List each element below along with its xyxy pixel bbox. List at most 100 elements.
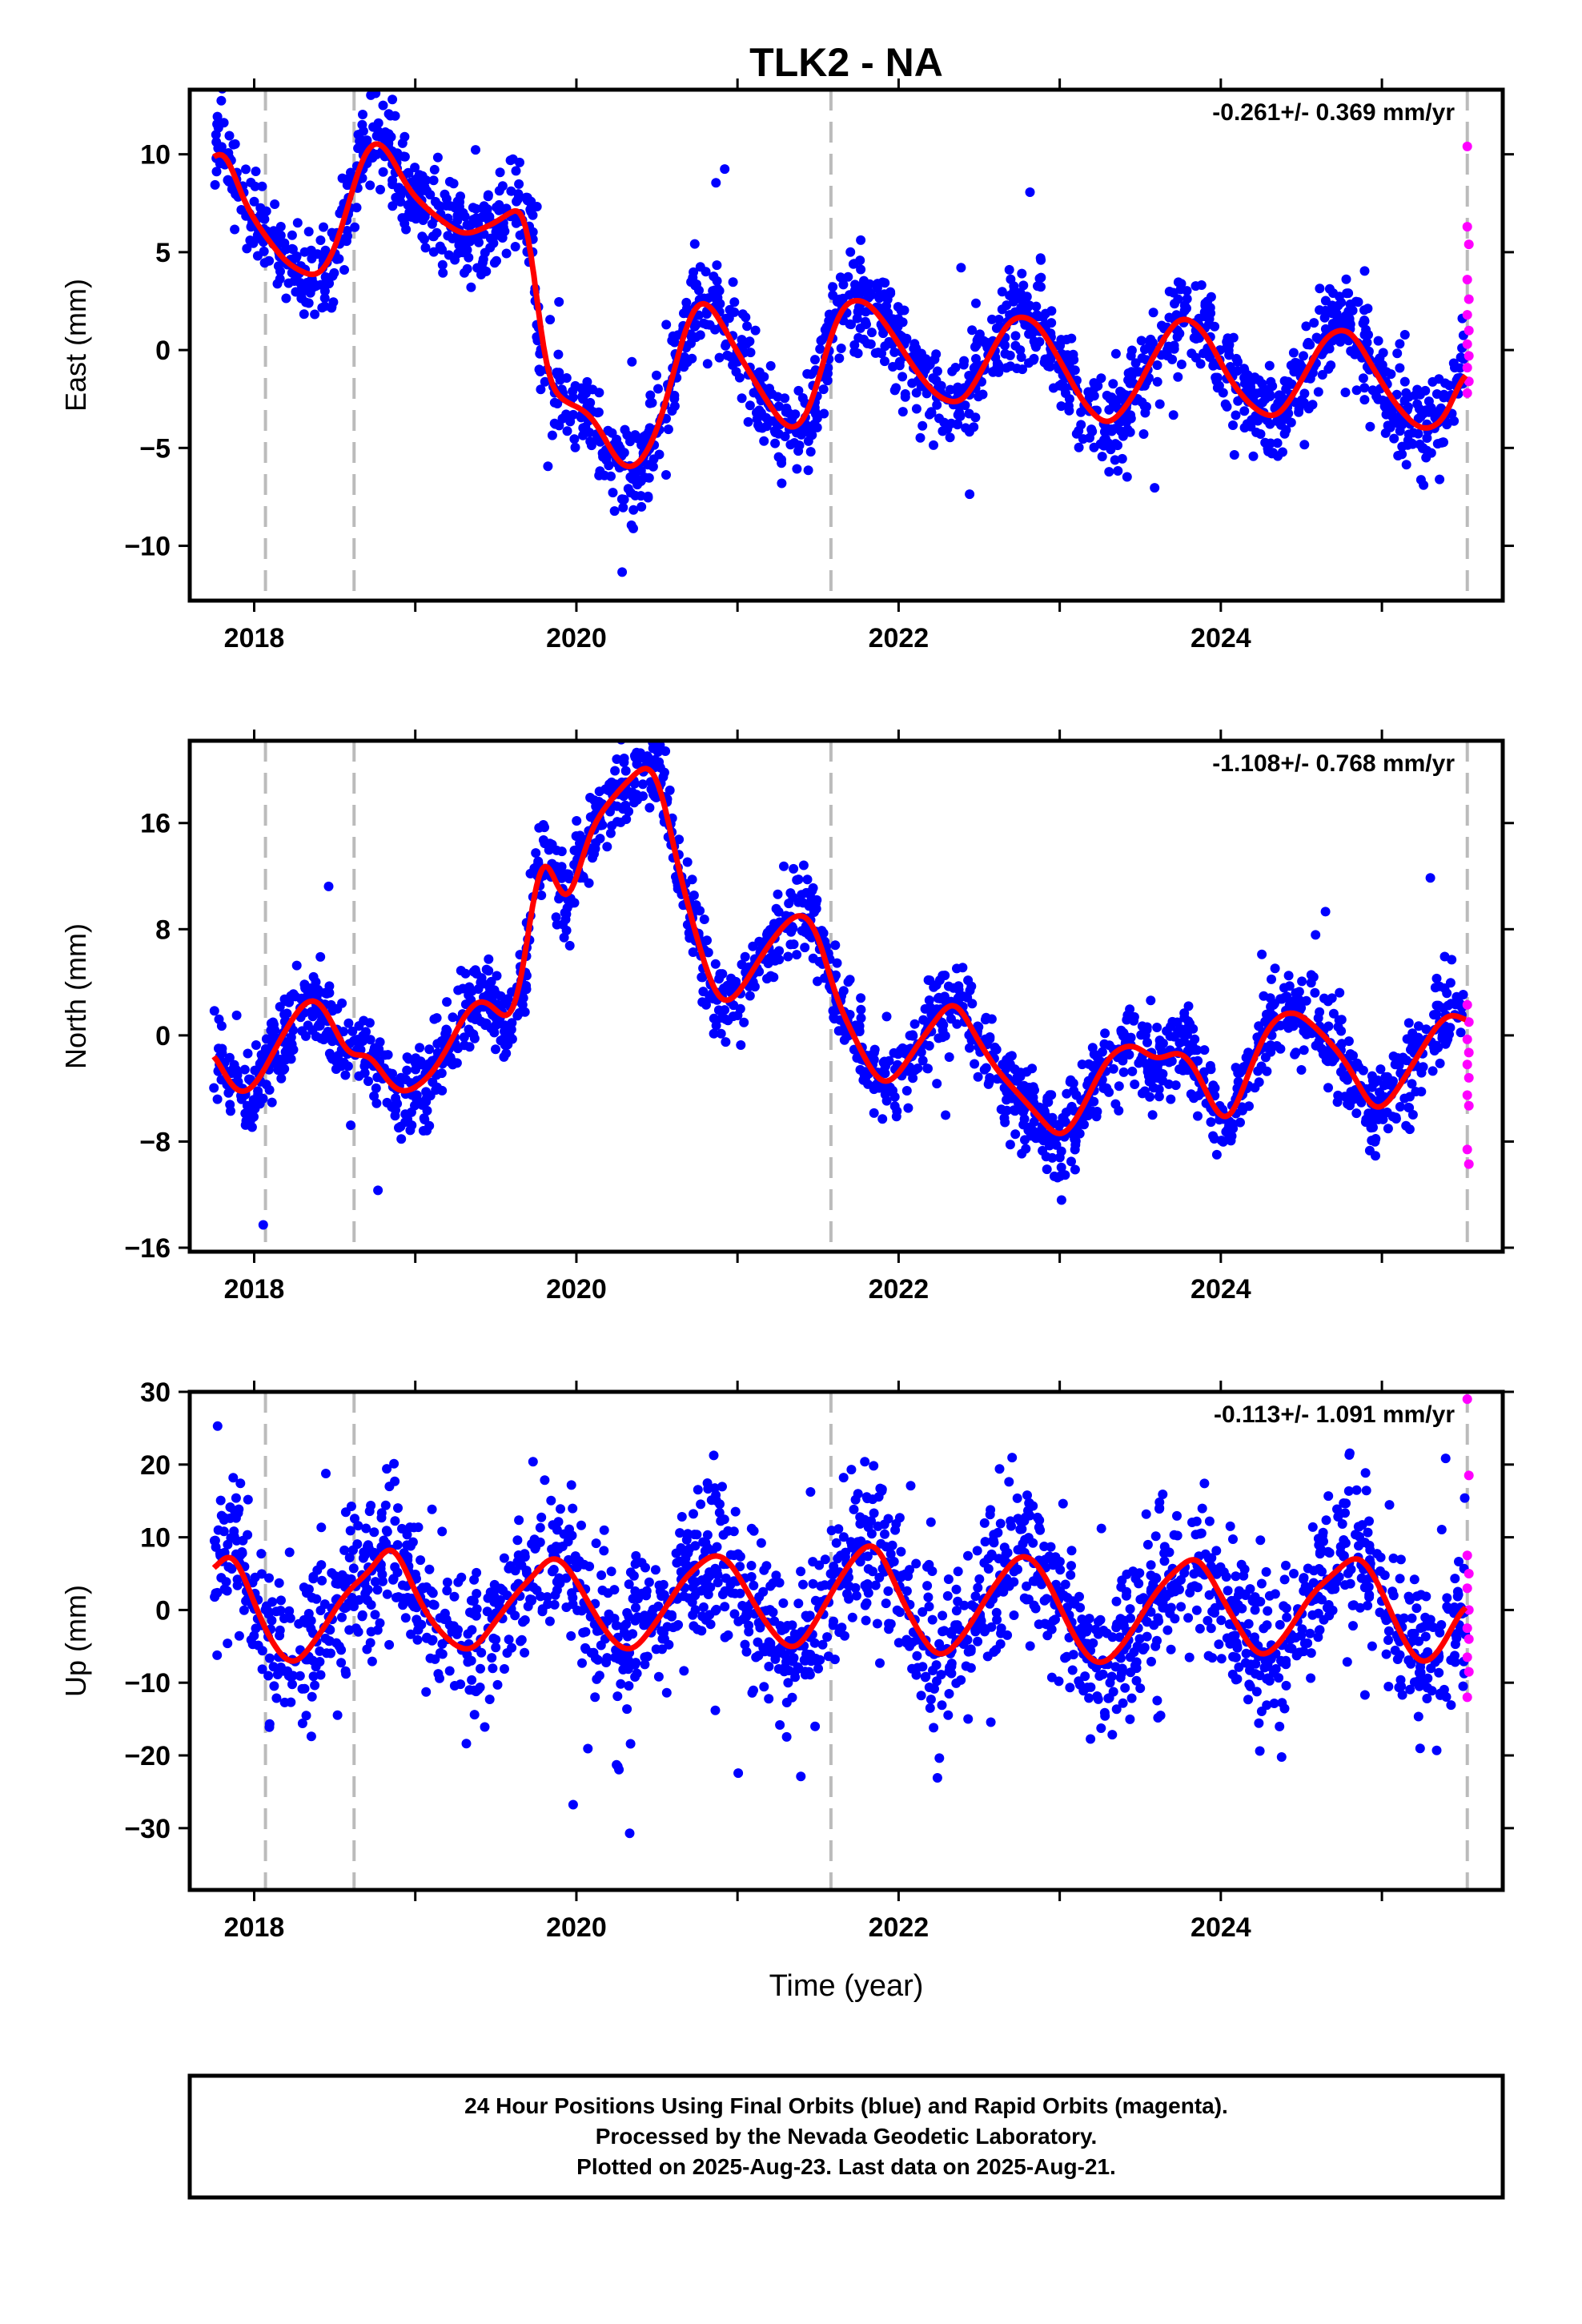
data-point-final: [737, 393, 747, 404]
data-point-final: [302, 278, 312, 287]
data-point-final: [1016, 303, 1026, 313]
data-point-final: [903, 1103, 913, 1113]
data-point-final: [1439, 951, 1450, 962]
data-point-final: [1172, 1510, 1182, 1521]
data-point-final: [644, 1577, 654, 1587]
data-point-final: [1361, 324, 1371, 335]
data-point-final: [210, 179, 220, 190]
data-point-final: [1039, 1542, 1050, 1551]
data-point-final: [315, 235, 326, 245]
data-point-final: [1224, 350, 1235, 360]
data-point-final: [1333, 300, 1343, 311]
data-point-final: [643, 493, 653, 503]
data-point-final: [847, 1612, 857, 1622]
data-point-final: [1106, 426, 1117, 436]
data-point-final: [1078, 434, 1088, 444]
data-point-rapid: [1464, 351, 1474, 361]
data-point-final: [1455, 363, 1465, 373]
data-point-final: [994, 367, 1004, 377]
data-point-final: [514, 179, 524, 189]
data-point-final: [1122, 1015, 1132, 1025]
data-point-final: [1170, 299, 1179, 309]
data-point-final: [1351, 385, 1362, 396]
data-point-final: [939, 1626, 950, 1636]
data-point-final: [340, 1070, 351, 1080]
data-point-final: [1176, 360, 1186, 369]
data-point-final: [931, 980, 942, 990]
data-point-final: [879, 289, 889, 300]
data-point-final: [742, 321, 753, 332]
data-point-final: [577, 1658, 587, 1668]
y-axis-label: North (mm): [59, 923, 92, 1069]
data-point-final: [934, 1753, 945, 1763]
data-point-final: [850, 1494, 861, 1505]
data-point-final: [401, 224, 412, 235]
data-point-final: [907, 378, 917, 388]
data-point-final: [536, 891, 547, 900]
data-point-final: [897, 407, 908, 417]
data-point-final: [697, 997, 708, 1007]
data-point-final: [1254, 1021, 1264, 1031]
data-point-final: [971, 298, 981, 308]
data-point-final: [973, 1636, 983, 1647]
data-point-final: [316, 1033, 326, 1043]
data-point-final: [1136, 1055, 1146, 1065]
data-point-final: [769, 426, 780, 436]
data-point-final: [1351, 1108, 1362, 1119]
data-point-final: [424, 1044, 435, 1055]
data-point-final: [417, 171, 428, 181]
data-point-final: [870, 348, 881, 358]
data-point-final: [1129, 1015, 1139, 1026]
data-point-final: [1436, 1620, 1447, 1630]
data-point-final: [1140, 1086, 1150, 1096]
data-point-final: [1211, 372, 1221, 383]
data-point-final: [239, 1064, 250, 1075]
data-point-final: [713, 1005, 724, 1015]
data-point-final: [765, 384, 774, 394]
data-point-final: [393, 183, 404, 194]
data-point-final: [720, 164, 730, 175]
data-point-final: [512, 1011, 523, 1021]
data-point-final: [1431, 973, 1442, 983]
data-point-final: [257, 1664, 267, 1675]
data-point-final: [367, 1656, 377, 1667]
data-point-final: [365, 1035, 375, 1045]
data-point-final: [287, 230, 297, 240]
data-point-final: [669, 401, 680, 412]
data-point-final: [1017, 268, 1027, 279]
data-point-final: [819, 408, 829, 419]
data-point-final: [1211, 1546, 1222, 1556]
data-point-final: [862, 1579, 873, 1589]
data-point-final: [270, 1025, 280, 1035]
data-point-final: [362, 1595, 372, 1606]
data-point-final: [849, 340, 860, 350]
data-point-final: [1113, 466, 1123, 476]
data-point-final: [932, 400, 942, 410]
data-point-final: [454, 240, 464, 251]
data-point-final: [937, 1700, 947, 1711]
data-point-final: [1191, 1605, 1202, 1615]
data-point-final: [809, 907, 819, 917]
data-point-final: [1173, 372, 1183, 382]
data-point-final: [525, 204, 536, 215]
data-point-final: [1343, 1036, 1354, 1047]
data-point-final: [619, 448, 629, 458]
data-point-final: [402, 1540, 412, 1550]
data-point-final: [1036, 255, 1046, 265]
data-point-final: [1311, 1040, 1321, 1051]
data-point-final: [897, 372, 908, 382]
data-point-final: [1065, 1077, 1075, 1087]
data-point-final: [610, 766, 620, 776]
data-point-final: [1046, 318, 1057, 328]
data-point-final: [1422, 433, 1432, 443]
data-point-final: [817, 1639, 828, 1650]
data-point-final: [1346, 346, 1356, 356]
data-point-final: [644, 427, 654, 437]
data-point-final: [1306, 970, 1316, 980]
data-point-final: [1199, 1067, 1209, 1077]
data-point-final: [275, 222, 286, 231]
data-point-final: [1183, 1016, 1194, 1027]
data-point-final: [1216, 1615, 1227, 1626]
data-point-final: [470, 965, 480, 975]
data-point-final: [1297, 976, 1307, 987]
